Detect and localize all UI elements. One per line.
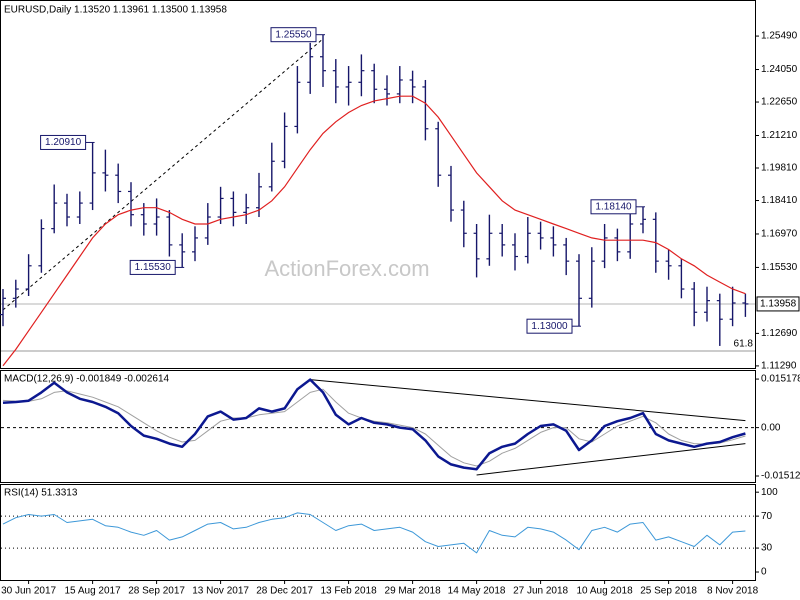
annotation-label: 1.18140	[595, 201, 632, 212]
annotation-label: 1.25550	[275, 29, 312, 40]
annotation-label: 1.15530	[135, 262, 172, 273]
x-tick-label: 13 Feb 2018	[321, 586, 378, 597]
main-panel-frame	[0, 0, 756, 369]
x-tick-label: 27 Jun 2018	[513, 586, 568, 597]
indicator-line	[2, 512, 746, 554]
x-tick-label: 29 Mar 2018	[385, 586, 442, 597]
annotation-box	[526, 318, 573, 334]
trend-line	[310, 379, 746, 422]
y-tick-label: 30	[761, 543, 773, 554]
chart-title: EURUSD,Daily 1.13520 1.13961 1.13500 1.1…	[4, 5, 227, 16]
x-tick-label: 28 Dec 2017	[256, 586, 313, 597]
y-tick-label: 100	[761, 487, 778, 498]
y-tick-label: 1.11290	[761, 361, 797, 372]
last-price-box	[756, 296, 800, 312]
x-tick-label: 15 Aug 2017	[65, 586, 122, 597]
annotation-box	[590, 199, 637, 215]
trend-line	[476, 443, 746, 476]
x-tick-label: 8 Nov 2018	[707, 586, 759, 597]
x-tick-label: 13 Nov 2017	[192, 586, 249, 597]
y-tick-label: 1.12690	[761, 328, 798, 339]
y-tick-label: 1.24050	[761, 64, 798, 75]
fib-text: 61.8	[734, 339, 754, 350]
watermark: ActionForex.com	[264, 256, 429, 281]
y-tick-label: 1.21210	[761, 130, 798, 141]
y-tick-label: 1.15530	[761, 262, 798, 273]
y-tick-label: 0.015178	[761, 374, 800, 385]
rsi-title: RSI(14) 51.3313	[4, 488, 78, 499]
trend-line	[2, 38, 324, 311]
annotation-box	[129, 259, 176, 275]
y-tick-label: 1.16970	[761, 229, 798, 240]
annotation-box	[270, 27, 317, 43]
annotation-label: 1.20910	[45, 137, 82, 148]
x-tick-label: 25 Sep 2018	[640, 586, 697, 597]
x-tick-label: 28 Sep 2017	[128, 586, 185, 597]
x-tick-label: 14 May 2018	[448, 586, 506, 597]
x-tick-label: 30 Jun 2017	[1, 586, 56, 597]
moving-average-line	[2, 95, 746, 367]
macd-title: MACD(12,26,9) -0.001849 -0.002614	[4, 374, 170, 385]
annotation-label: 1.13000	[531, 321, 568, 332]
indicator-line	[2, 378, 746, 471]
indicator-line	[2, 388, 746, 467]
y-tick-label: 1.25490	[761, 31, 798, 42]
x-tick-label: 10 Aug 2018	[577, 586, 634, 597]
rsi-panel-frame	[0, 484, 756, 581]
macd-panel-frame	[0, 370, 756, 483]
y-tick-label: 0.00	[761, 422, 781, 433]
annotation-box	[40, 134, 87, 150]
y-tick-label: 1.19810	[761, 163, 798, 174]
y-tick-label: 1.18410	[761, 195, 798, 206]
y-tick-label: 70	[761, 511, 773, 522]
y-tick-label: 0	[761, 567, 767, 578]
last-price-label: 1.13958	[760, 299, 797, 310]
y-tick-label: -0.015126	[761, 471, 800, 482]
y-tick-label: 1.22650	[761, 97, 798, 108]
